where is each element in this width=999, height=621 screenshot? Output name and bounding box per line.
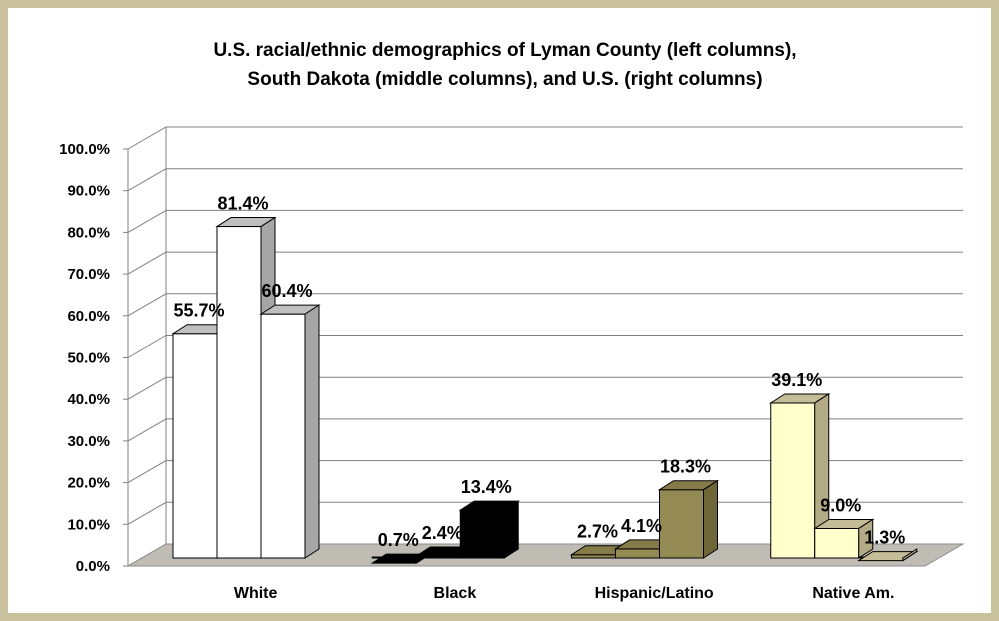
chart-floor-plane bbox=[126, 543, 965, 567]
bar-side bbox=[858, 518, 874, 559]
chart-title-line-2: South Dakota (middle columns), and U.S. … bbox=[247, 69, 763, 90]
chart-title: U.S. racial/ethnic demographics of Lyman… bbox=[150, 36, 860, 94]
chart-floor bbox=[126, 543, 965, 567]
y-tick-label: 100.0% bbox=[59, 141, 110, 158]
y-tick-label: 90.0% bbox=[67, 183, 110, 200]
gridline-diagonal bbox=[127, 501, 167, 525]
y-tick-label: 70.0% bbox=[67, 266, 110, 283]
data-label: 18.3% bbox=[660, 457, 711, 477]
gridline-diagonal bbox=[127, 251, 167, 275]
gridline-diagonal bbox=[127, 209, 167, 233]
data-label: 55.7% bbox=[173, 301, 224, 321]
bar-front bbox=[615, 548, 660, 559]
y-tick-label: 50.0% bbox=[67, 350, 110, 367]
axes: White Black Hispanic/Latino Native Am. 0.0% 1… bbox=[59, 141, 894, 602]
data-label: 2.7% bbox=[577, 522, 618, 542]
y-tick-label: 20.0% bbox=[67, 475, 110, 492]
bar-front bbox=[459, 509, 505, 559]
bar-front bbox=[770, 402, 816, 559]
bar-side bbox=[503, 500, 519, 559]
data-label: 1.3% bbox=[864, 528, 905, 548]
bar-front bbox=[260, 313, 306, 559]
gridline-diagonal bbox=[127, 460, 167, 484]
data-label: 4.1% bbox=[621, 516, 662, 536]
gridline-diagonal bbox=[127, 168, 167, 192]
category-label: Hispanic/Latino bbox=[595, 585, 714, 602]
bar-side bbox=[304, 304, 320, 559]
y-tick-label: 0.0% bbox=[76, 558, 110, 575]
category-label: Native Am. bbox=[812, 585, 894, 602]
data-label: 60.4% bbox=[261, 281, 312, 301]
bars bbox=[171, 216, 919, 564]
data-label: 0.7% bbox=[378, 530, 419, 550]
gridline-diagonal bbox=[127, 126, 167, 150]
data-label: 2.4% bbox=[422, 523, 463, 543]
chart-title-line-1: U.S. racial/ethnic demographics of Lyman… bbox=[213, 40, 797, 61]
gridline-diagonal bbox=[127, 376, 167, 400]
bar-front bbox=[172, 333, 218, 559]
data-labels: 55.7% 81.4% 60.4% 0.7% 2.4% 13.4% 2.7% 4.1% 18.3… bbox=[173, 194, 905, 551]
y-tick-label: 40.0% bbox=[67, 391, 110, 408]
data-label: 39.1% bbox=[771, 370, 822, 390]
gridline-diagonal bbox=[127, 335, 167, 358]
data-label: 81.4% bbox=[217, 194, 268, 214]
bar-side bbox=[902, 548, 918, 562]
bar-side bbox=[703, 479, 718, 559]
y-tick-label: 60.0% bbox=[67, 308, 110, 325]
y-tick-label: 30.0% bbox=[67, 433, 110, 450]
gridline-diagonal bbox=[127, 418, 167, 442]
category-label: Black bbox=[434, 585, 477, 602]
data-label: 13.4% bbox=[461, 477, 512, 497]
y-tick-label: 10.0% bbox=[67, 516, 110, 533]
bar-front bbox=[216, 226, 262, 559]
bar-front bbox=[659, 489, 704, 559]
y-tick-label: 80.0% bbox=[67, 224, 110, 241]
data-label: 9.0% bbox=[820, 495, 861, 515]
gridline-diagonal bbox=[127, 293, 167, 317]
category-label: White bbox=[234, 585, 278, 602]
bar-front bbox=[814, 527, 860, 559]
